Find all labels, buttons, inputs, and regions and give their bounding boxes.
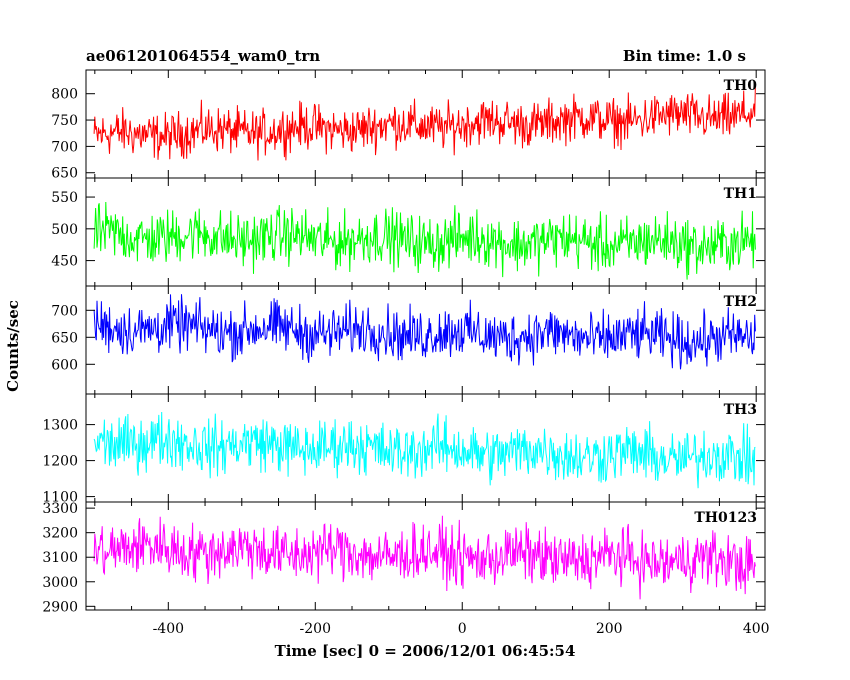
series-line-th1 (93, 201, 756, 280)
panel-th1: 450 500 550 TH1 (51, 177, 766, 287)
y-tick-label: 700 (51, 303, 78, 319)
panel-th0: 650 700 750 800 TH0 (51, 69, 766, 182)
y-axis-label: Counts/sec (4, 300, 22, 392)
y-tick-label: 650 (51, 166, 78, 182)
series-line-th0123 (93, 515, 756, 600)
panel-frame (85, 177, 766, 287)
x-tick-label: 400 (743, 621, 770, 637)
series-line-th3 (93, 411, 756, 489)
y-tick-label: 750 (51, 113, 78, 129)
y-tick-label: 600 (51, 357, 78, 373)
panel-th2: 600 650 700 TH2 (51, 285, 766, 395)
y-tick-label: 1300 (42, 418, 78, 434)
y-tick-label: 550 (51, 190, 78, 206)
y-tick-label: 3000 (42, 575, 78, 591)
y-tick-label: 3300 (42, 501, 78, 517)
panel-th0123: 2900 3000 3100 3200 3300 TH0123 (42, 501, 766, 615)
x-tick-label: 200 (596, 621, 623, 637)
chart-title: ae061201064554_wam0_trn (86, 47, 320, 65)
series-name-th0: TH0 (724, 78, 758, 94)
x-axis-label: Time [sec] 0 = 2006/12/01 06:45:54 (275, 642, 576, 660)
y-tick-label: 1200 (42, 454, 78, 470)
y-tick-label: 1100 (42, 490, 78, 506)
y-tick-label: 700 (51, 139, 78, 155)
series-name-th0123: TH0123 (694, 510, 757, 526)
y-tick-label: 3100 (42, 550, 78, 566)
x-tick-label: -200 (300, 621, 331, 637)
panel-th3: 1100 1200 1300 TH3 (42, 393, 766, 506)
y-tick-label: 3200 (42, 526, 78, 542)
y-tick-label: 500 (51, 222, 78, 238)
y-tick-label: 800 (51, 87, 78, 103)
series-name-th2: TH2 (724, 294, 757, 310)
series-name-th3: TH3 (724, 402, 757, 418)
y-tick-label: 650 (51, 330, 78, 346)
y-tick-label: 2900 (42, 599, 78, 615)
panels: 650 700 750 800 TH0 450 500 550 TH1 600 650 700 TH2 1… (42, 69, 770, 637)
x-tick-label: 0 (458, 621, 467, 637)
bin-time-label: Bin time: 1.0 s (623, 47, 746, 65)
x-tick-label: -400 (153, 621, 184, 637)
y-tick-label: 450 (51, 254, 78, 270)
series-line-th2 (93, 294, 756, 370)
series-line-th0 (93, 84, 756, 161)
series-name-th1: TH1 (724, 186, 757, 202)
